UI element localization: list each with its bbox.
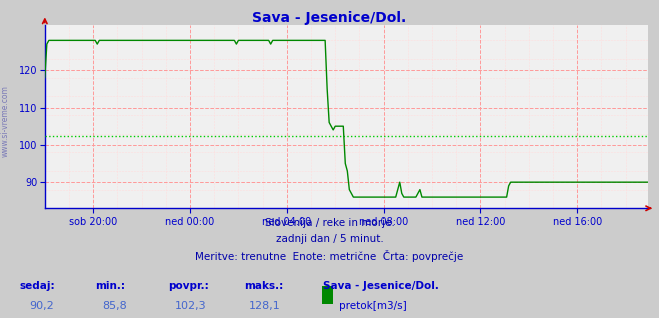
Text: Sava - Jesenice/Dol.: Sava - Jesenice/Dol. xyxy=(252,11,407,25)
Text: www.si-vreme.com: www.si-vreme.com xyxy=(1,85,10,157)
Text: Sava - Jesenice/Dol.: Sava - Jesenice/Dol. xyxy=(323,281,439,291)
Text: Meritve: trenutne  Enote: metrične  Črta: povprečje: Meritve: trenutne Enote: metrične Črta: … xyxy=(195,250,464,262)
Text: Slovenija / reke in morje.: Slovenija / reke in morje. xyxy=(264,218,395,228)
Text: zadnji dan / 5 minut.: zadnji dan / 5 minut. xyxy=(275,234,384,244)
Text: maks.:: maks.: xyxy=(244,281,283,291)
Text: 85,8: 85,8 xyxy=(102,301,127,310)
Text: pretok[m3/s]: pretok[m3/s] xyxy=(339,301,407,310)
Text: 128,1: 128,1 xyxy=(249,301,281,310)
Text: 90,2: 90,2 xyxy=(30,301,55,310)
Text: sedaj:: sedaj: xyxy=(20,281,55,291)
Text: min.:: min.: xyxy=(96,281,126,291)
Text: 102,3: 102,3 xyxy=(175,301,206,310)
Text: povpr.:: povpr.: xyxy=(168,281,209,291)
